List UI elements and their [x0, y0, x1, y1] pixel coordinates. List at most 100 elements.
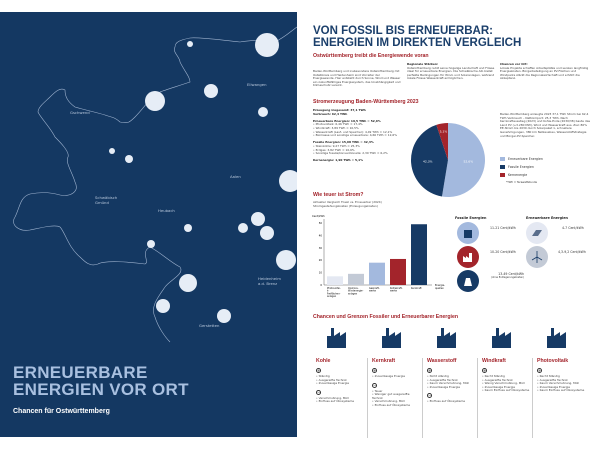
energy-site-marker: [260, 226, 274, 240]
bar-chart: Cent/kWh Energie-quellen 0 10 20 30 40 50 Photov…: [312, 214, 445, 298]
pie-slice: [436, 123, 448, 160]
y-tick-label: 30: [319, 246, 323, 250]
pie-legend: Erneuerbare Energien Fossile Energien Ke…: [500, 157, 543, 184]
energy-site-marker: [279, 170, 297, 192]
y-tick-label: 50: [319, 221, 323, 225]
con-item: Einfluss auf Ökosysteme: [427, 400, 475, 404]
fossil-costs-title: Fossile Energien: [455, 216, 487, 220]
energy-site-marker: [109, 148, 115, 154]
pro-item: Zuverlässige Energie: [316, 382, 365, 386]
con-item: Einfluss auf Ökosysteme: [372, 403, 420, 408]
compare-column: Kernkraft +Zuverlässige Energie −TeuerWeni…: [367, 358, 420, 438]
pro-item: Zuverlässige Energie: [482, 385, 530, 390]
poster-subtitle: Chancen für Ostwürttemberg: [13, 408, 110, 415]
compare-column: Kohle +StändigAusgereifte TechnikZuverläs…: [312, 358, 365, 438]
plus-icon: +: [372, 368, 377, 373]
town-label: Heidenheim a.d. Brenz: [258, 276, 281, 286]
column-title: Windkraft: [482, 358, 506, 364]
pie-label: 52,6%: [464, 160, 474, 164]
compare-column: Wasserstoff +Nicht ständigAusgereifte Tec…: [422, 358, 475, 438]
con-item: Teuer: [372, 389, 420, 394]
town-label: Schwäbisch Gmünd: [95, 195, 118, 205]
production-note: Baden-Württemberg erzeugte 2023 37,1 TWh…: [500, 112, 590, 138]
pro-item: Nicht ständig: [427, 374, 475, 379]
plus-icon: +: [316, 368, 321, 373]
intro-chances: Chancen vor Ort: Lokale Projekte schaffen…: [500, 62, 589, 81]
y-tick-label: 10: [319, 271, 323, 275]
x-tick-label: Kohlekraft-werke: [390, 287, 403, 293]
energy-site-marker: [187, 41, 193, 47]
production-stats: Erzeugung insgesamt: 37,1 TWh Verbrauch: …: [313, 108, 405, 163]
energy-site-marker: [204, 84, 218, 98]
solar-panel-icon: [526, 222, 548, 244]
cost-value: 4,3-9,2 Cent/kWh: [558, 250, 586, 254]
bar: [327, 276, 343, 285]
energy-site-marker: [147, 240, 155, 248]
pro-item: Ausgereifte Technik: [316, 378, 365, 383]
cost-value: 10-20 Cent/kWh: [490, 250, 516, 254]
energy-site-marker: [217, 309, 231, 323]
compare-heading: Chancen und Grenzen Fossiler und Erneuer…: [313, 314, 458, 320]
energy-site-marker: [156, 299, 170, 313]
intro-text: Baden-Württemberg und insbesondere Ostwü…: [313, 69, 401, 88]
minus-icon: −: [427, 393, 432, 399]
column-title: Kohle: [316, 358, 331, 364]
region-border: [13, 26, 297, 343]
pie-label: 5,1%: [440, 130, 448, 134]
compare-column: Photovoltaik +Recht StändigAusgereifte Te…: [532, 358, 585, 438]
compare-column: Windkraft +Recht StändigAusgereifte Techn…: [477, 358, 530, 438]
pro-item: Recht Ständig: [482, 374, 530, 379]
intro-heading: Ostwürttemberg treibt die Energiewende v…: [313, 53, 429, 59]
y-axis-label: Cent/kWh: [312, 214, 325, 218]
pie-slice: [441, 123, 485, 197]
column-title: Kernkraft: [372, 358, 396, 364]
x-tick-label: Onshore-Windenergie-anlagen: [348, 287, 363, 295]
bar: [369, 262, 385, 285]
page-title: VON FOSSIL BIS ERNEUERBAR: ENERGIEN IM DI…: [313, 25, 522, 49]
energy-site-marker: [125, 155, 133, 163]
con-item: Verschmutzung, Müll: [372, 400, 420, 404]
pro-item: Kaum Einfluss auf Ökosysteme: [482, 389, 530, 393]
pro-item: Zuverlässige Energie: [427, 385, 475, 390]
renew-costs-title: Erneuerbare Energien: [526, 216, 568, 220]
pro-item: Recht Ständig: [537, 374, 585, 379]
nuclear-plant-icon: [380, 326, 406, 348]
plus-icon: +: [427, 368, 432, 373]
cost-heading: Wie teuer ist Strom?: [313, 192, 364, 198]
pro-item: Ständig: [316, 374, 365, 379]
x-axis-label: Energie-quellen: [435, 284, 445, 290]
gas-plant-icon: [457, 222, 479, 244]
bar: [411, 224, 427, 285]
bar: [390, 258, 406, 285]
con-item: Verschmutzung, Müll: [316, 396, 365, 401]
bar: [348, 273, 364, 285]
production-heading: Stromerzeugung Baden-Württemberg 2023: [313, 99, 419, 105]
column-title: Photovoltaik: [537, 358, 569, 364]
energy-site-marker: [179, 274, 197, 292]
town-label: Gschwend: [70, 110, 90, 115]
minus-icon: −: [372, 382, 377, 388]
energy-site-marker: [238, 223, 248, 233]
cost-value: 4-7 Cent/kWh: [562, 226, 584, 230]
pro-item: Kaum Einfluss auf Ökosysteme: [537, 389, 585, 393]
wind-turbines-icon: [490, 326, 516, 348]
pro-item: Wenig Verschmutzung, Müll: [482, 382, 530, 386]
x-tick-label: Photovoltai-k-Freiflächen-anlagen: [327, 287, 341, 298]
pro-item: Zuverlässige Energie: [537, 385, 585, 390]
energy-site-marker: [251, 212, 265, 226]
pro-item: Ausgereifte Technik: [537, 378, 585, 383]
pro-item: Ausgereifte Technik: [482, 378, 530, 383]
solar-panels-icon: [545, 326, 571, 348]
poster-title: ERNEUERBARE ENERGIEN VOR ORT: [13, 363, 189, 399]
pro-item: Kaum Verschmutzung, Müll: [427, 382, 475, 386]
cost-value: 11-21 Cent/kWh: [490, 226, 516, 230]
nuclear-plant-icon: [457, 270, 479, 292]
region-map: [13, 26, 297, 343]
energy-site-marker: [184, 224, 192, 232]
intro-strengths: Regionale Stärken: Ostwürttemberg nutzt s…: [407, 62, 495, 81]
con-item: Einfluss auf Ökosysteme: [316, 400, 365, 404]
x-tick-label: Gaskraft-werke: [369, 287, 380, 293]
pro-item: Kaum Verschmutzung, Müll: [537, 382, 585, 386]
energy-site-marker: [276, 250, 296, 270]
energy-site-marker: [258, 107, 268, 117]
